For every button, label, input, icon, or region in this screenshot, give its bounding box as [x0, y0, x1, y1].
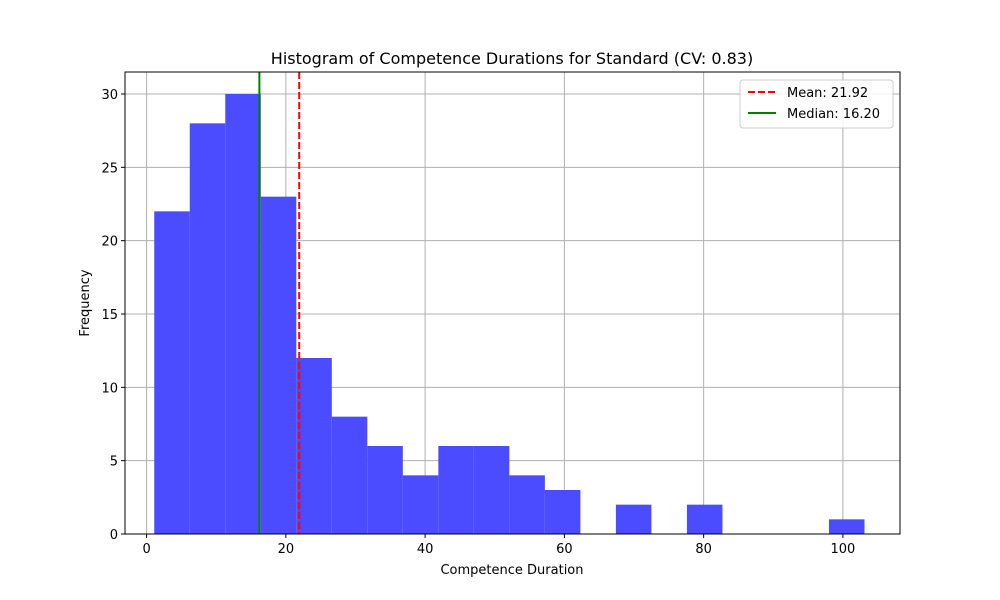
- histogram-bar: [509, 475, 545, 534]
- x-tick-label: 20: [278, 542, 295, 557]
- x-axis-title: Competence Duration: [440, 563, 583, 578]
- y-tick-label: 5: [110, 455, 118, 470]
- histogram-bar: [154, 211, 190, 535]
- y-tick-label: 20: [101, 235, 118, 250]
- x-tick-label: 100: [830, 542, 855, 557]
- y-axis-ticks: 0 5 10 15 20 25 30: [101, 88, 125, 543]
- histogram-bar: [828, 519, 865, 534]
- histogram-bar: [544, 490, 581, 534]
- legend-median-label: Median: 16.20: [787, 107, 880, 122]
- legend: Mean: 21.92 Median: 16.20: [739, 79, 894, 129]
- y-tick-label: 15: [101, 308, 118, 323]
- histogram-bar: [438, 446, 474, 534]
- histogram-bar: [367, 446, 403, 534]
- histogram-bars: [154, 94, 865, 535]
- histogram-bar: [615, 504, 652, 534]
- x-tick-label: 0: [142, 542, 150, 557]
- y-tick-label: 0: [110, 528, 118, 543]
- chart-title: Histogram of Competence Durations for St…: [271, 49, 753, 68]
- histogram-bar: [260, 196, 297, 534]
- y-tick-label: 30: [101, 88, 118, 103]
- x-tick-label: 40: [417, 542, 434, 557]
- histogram-bar: [402, 475, 439, 534]
- reference-lines: [258, 72, 301, 534]
- histogram-bar: [473, 446, 510, 534]
- histogram-bar: [225, 94, 261, 534]
- histogram-bar: [331, 416, 368, 534]
- histogram-bar: [296, 358, 332, 534]
- legend-mean-label: Mean: 21.92: [787, 86, 868, 101]
- y-tick-label: 10: [101, 381, 118, 396]
- y-axis-title: Frequency: [78, 269, 93, 336]
- x-axis-ticks: 0 20 40 60 80 100: [142, 534, 855, 557]
- y-tick-label: 25: [101, 161, 118, 176]
- histogram-bar: [189, 123, 226, 534]
- x-tick-label: 60: [556, 542, 573, 557]
- legend-box: [739, 79, 894, 129]
- x-tick-label: 80: [695, 542, 712, 557]
- plot-frame: [124, 71, 901, 535]
- histogram-bar: [686, 504, 723, 534]
